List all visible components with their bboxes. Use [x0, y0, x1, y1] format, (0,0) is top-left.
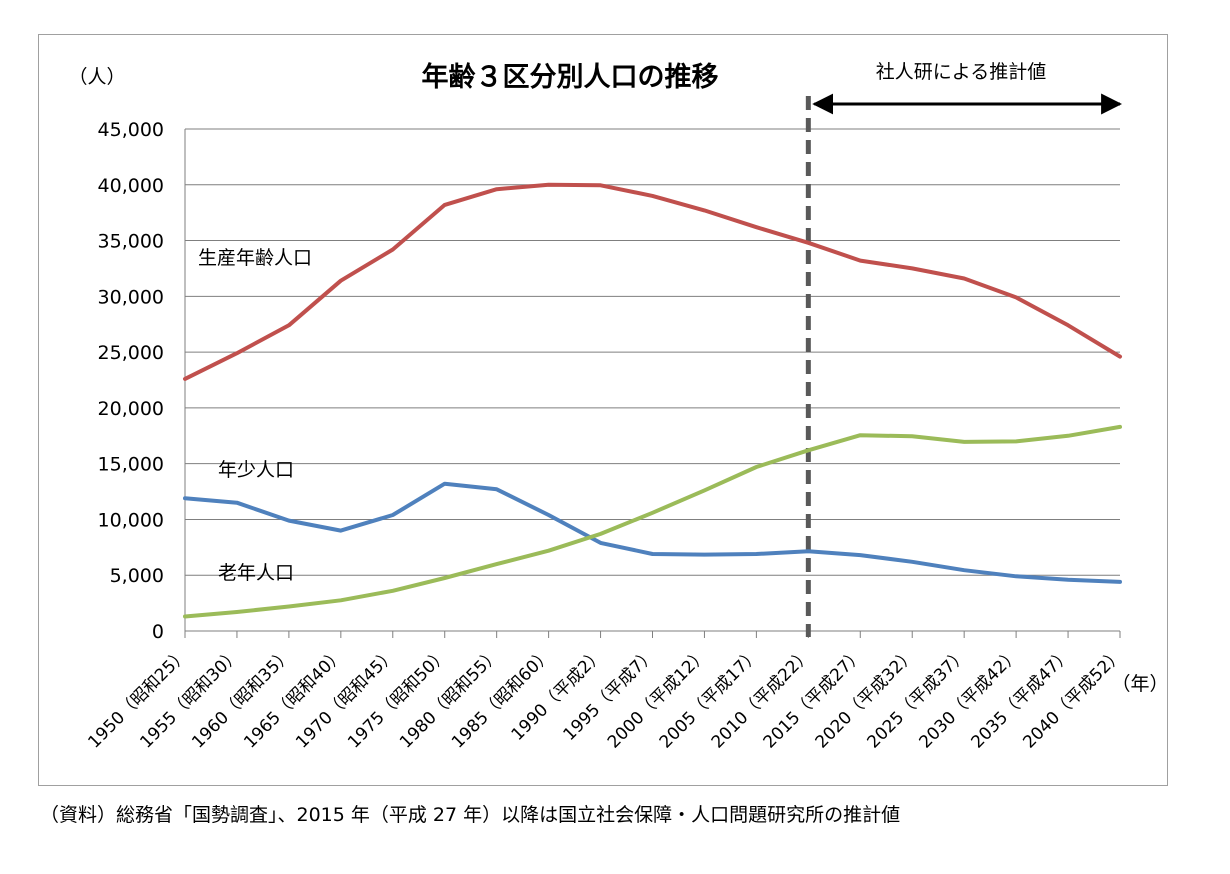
chart-frame [38, 34, 1168, 786]
y-tick-label: 45,000 [98, 119, 164, 141]
y-tick-label: 15,000 [98, 454, 164, 476]
series-line-working-age [183, 182, 1122, 381]
x-axis-unit: （年） [1111, 673, 1168, 695]
source-note: （資料）総務省「国勢調査」、2015 年（平成 27 年）以降は国立社会保障・人… [40, 804, 901, 826]
y-tick-label: 40,000 [98, 175, 164, 197]
series-label-youth: 年少人口 [218, 459, 294, 481]
x-tick-label: 1990（平成2） [508, 644, 608, 744]
chart-title: 年齢３区分別人口の推移 [422, 61, 719, 93]
series-label-working-age: 生産年齢人口 [198, 247, 312, 269]
y-tick-label: 35,000 [98, 231, 164, 253]
series-label-elderly: 老年人口 [218, 562, 294, 584]
series-line-elderly [183, 424, 1122, 619]
x-tick-label: 1995（平成7） [560, 644, 660, 744]
y-tick-label: 30,000 [98, 286, 164, 308]
y-tick-label: 5,000 [110, 565, 164, 587]
y-axis-unit: （人） [68, 66, 125, 88]
y-tick-label: 0 [152, 621, 164, 643]
y-tick-label: 10,000 [98, 509, 164, 531]
projection-label: 社人研による推計値 [876, 61, 1046, 83]
series-line-youth [183, 481, 1122, 584]
y-tick-label: 20,000 [98, 398, 164, 420]
y-tick-label: 25,000 [98, 342, 164, 364]
